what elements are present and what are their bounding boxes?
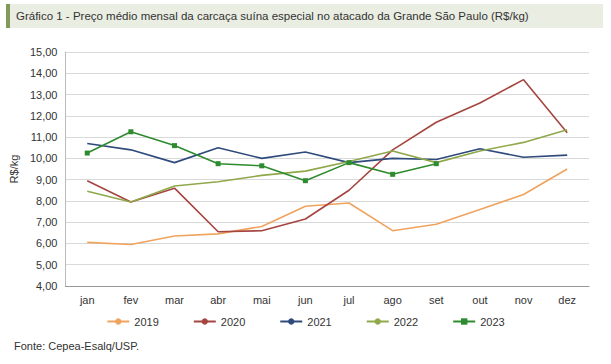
svg-text:jun: jun bbox=[297, 294, 313, 306]
svg-text:jan: jan bbox=[79, 294, 95, 306]
svg-text:2023: 2023 bbox=[480, 316, 504, 328]
svg-text:13,00: 13,00 bbox=[30, 89, 58, 101]
svg-text:9,00: 9,00 bbox=[36, 174, 57, 186]
svg-text:2019: 2019 bbox=[134, 316, 158, 328]
svg-text:2022: 2022 bbox=[394, 316, 418, 328]
svg-text:12,00: 12,00 bbox=[30, 110, 58, 122]
svg-text:2020: 2020 bbox=[221, 316, 245, 328]
svg-text:8,00: 8,00 bbox=[36, 195, 57, 207]
svg-text:15,00: 15,00 bbox=[30, 46, 58, 58]
svg-text:14,00: 14,00 bbox=[30, 67, 58, 79]
svg-text:R$/kg: R$/kg bbox=[8, 155, 20, 184]
svg-text:11,00: 11,00 bbox=[31, 131, 58, 143]
svg-text:out: out bbox=[472, 294, 487, 306]
svg-text:mar: mar bbox=[165, 294, 184, 306]
html-text:Fonte: Cepea-Esalq/USP.: Fonte: Cepea-Esalq/USP. bbox=[14, 340, 140, 352]
svg-text:dez: dez bbox=[558, 294, 576, 306]
svg-text:nov: nov bbox=[515, 294, 533, 306]
svg-text:5,00: 5,00 bbox=[36, 259, 57, 271]
svg-text:4,00: 4,00 bbox=[36, 280, 57, 292]
svg-text:2021: 2021 bbox=[307, 316, 331, 328]
svg-text:6,00: 6,00 bbox=[36, 237, 57, 249]
svg-text:jul: jul bbox=[343, 294, 355, 306]
html-text:Gráfico 1 - Preço médio mensal: Gráfico 1 - Preço médio mensal da carcaç… bbox=[16, 10, 529, 22]
svg-text:set: set bbox=[429, 294, 444, 306]
svg-text:abr: abr bbox=[210, 294, 226, 306]
svg-text:10,00: 10,00 bbox=[30, 152, 58, 164]
svg-text:mai: mai bbox=[253, 294, 271, 306]
svg-text:7,00: 7,00 bbox=[36, 216, 57, 228]
svg-text:ago: ago bbox=[383, 294, 401, 306]
svg-text:fev: fev bbox=[124, 294, 139, 306]
